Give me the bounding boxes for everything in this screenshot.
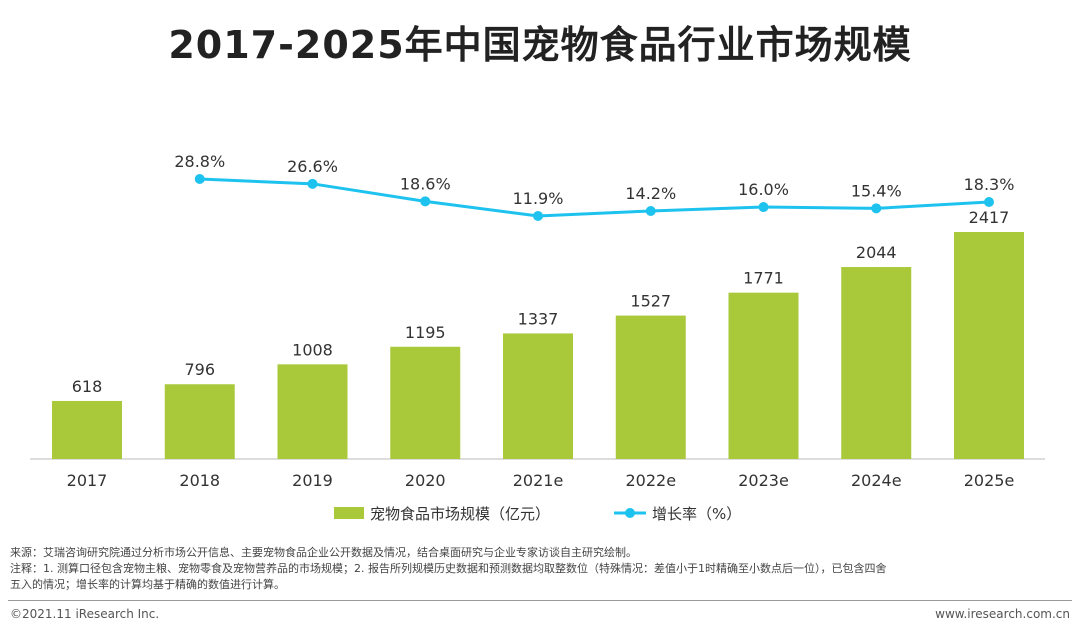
growth-label: 15.4% bbox=[851, 181, 902, 200]
bar-label: 1771 bbox=[743, 269, 784, 288]
bar-label: 618 bbox=[72, 377, 103, 396]
bar-label: 2417 bbox=[969, 208, 1010, 227]
bar bbox=[390, 346, 461, 459]
source-note: 来源：艾瑞咨询研究院通过分析市场公开信息、主要宠物食品企业公开数据及情况，结合桌… bbox=[10, 546, 637, 559]
growth-point bbox=[871, 203, 882, 214]
growth-point bbox=[984, 196, 994, 207]
bar-label: 1337 bbox=[518, 309, 559, 328]
growth-point bbox=[194, 174, 205, 184]
x-tick-label: 2019 bbox=[292, 471, 333, 490]
bar bbox=[615, 315, 686, 459]
bar-label: 1527 bbox=[630, 292, 671, 311]
growth-point bbox=[533, 211, 543, 222]
growth-label: 16.0% bbox=[738, 180, 789, 199]
growth-label: 26.6% bbox=[287, 157, 338, 176]
footnote-2: 五入的情况；增长率的计算均基于精确的数值进行计算。 bbox=[10, 578, 285, 591]
growth-point bbox=[645, 205, 656, 216]
x-tick-label: 2017 bbox=[67, 471, 108, 490]
bar bbox=[954, 232, 1024, 459]
growth-label: 28.8% bbox=[174, 152, 225, 171]
bar-label: 796 bbox=[184, 360, 215, 379]
legend-line-label: 增长率（%） bbox=[652, 505, 741, 523]
chart: 618 2017 796 2018 1008 2019 1195 2020 1337 2021e 1… bbox=[30, 152, 1045, 523]
growth-label: 14.2% bbox=[625, 184, 676, 203]
x-tick-label: 2025e bbox=[964, 471, 1015, 490]
growth-point bbox=[307, 178, 318, 189]
legend-bar-swatch bbox=[334, 507, 364, 519]
x-tick-label: 2018 bbox=[179, 471, 220, 490]
bar bbox=[164, 384, 235, 459]
x-tick-label: 2020 bbox=[405, 471, 446, 490]
x-tick-label: 2023e bbox=[738, 471, 789, 490]
growth-label: 18.3% bbox=[964, 175, 1015, 194]
bar-label: 1008 bbox=[292, 340, 333, 359]
footnote-1: 注释：1. 测算口径包含宠物主粮、宠物零食及宠物营养品的市场规模；2. 报告所列… bbox=[10, 562, 887, 575]
copyright: ©2021.11 iResearch Inc. bbox=[10, 607, 160, 621]
growth-line bbox=[199, 177, 990, 218]
website-url[interactable]: www.iresearch.com.cn bbox=[935, 607, 1070, 621]
x-tick-label: 2024e bbox=[851, 471, 902, 490]
bar bbox=[503, 333, 573, 459]
x-tick-label: 2022e bbox=[625, 471, 676, 490]
growth-point bbox=[758, 202, 769, 213]
bar bbox=[841, 267, 912, 459]
footer-divider bbox=[8, 600, 1072, 601]
bar bbox=[277, 364, 348, 459]
bar-label: 1195 bbox=[405, 323, 446, 342]
bar bbox=[728, 292, 799, 459]
legend-bar-label: 宠物食品市场规模（亿元） bbox=[370, 505, 550, 523]
growth-label: 11.9% bbox=[513, 189, 564, 208]
bar bbox=[52, 400, 122, 459]
chart-title: 2017-2025年中国宠物食品行业市场规模 bbox=[168, 23, 912, 67]
growth-point bbox=[420, 196, 431, 207]
growth-label: 18.6% bbox=[400, 174, 451, 193]
bar-label: 2044 bbox=[856, 243, 897, 262]
legend-line-marker bbox=[625, 508, 635, 518]
x-tick-label: 2021e bbox=[513, 471, 564, 490]
